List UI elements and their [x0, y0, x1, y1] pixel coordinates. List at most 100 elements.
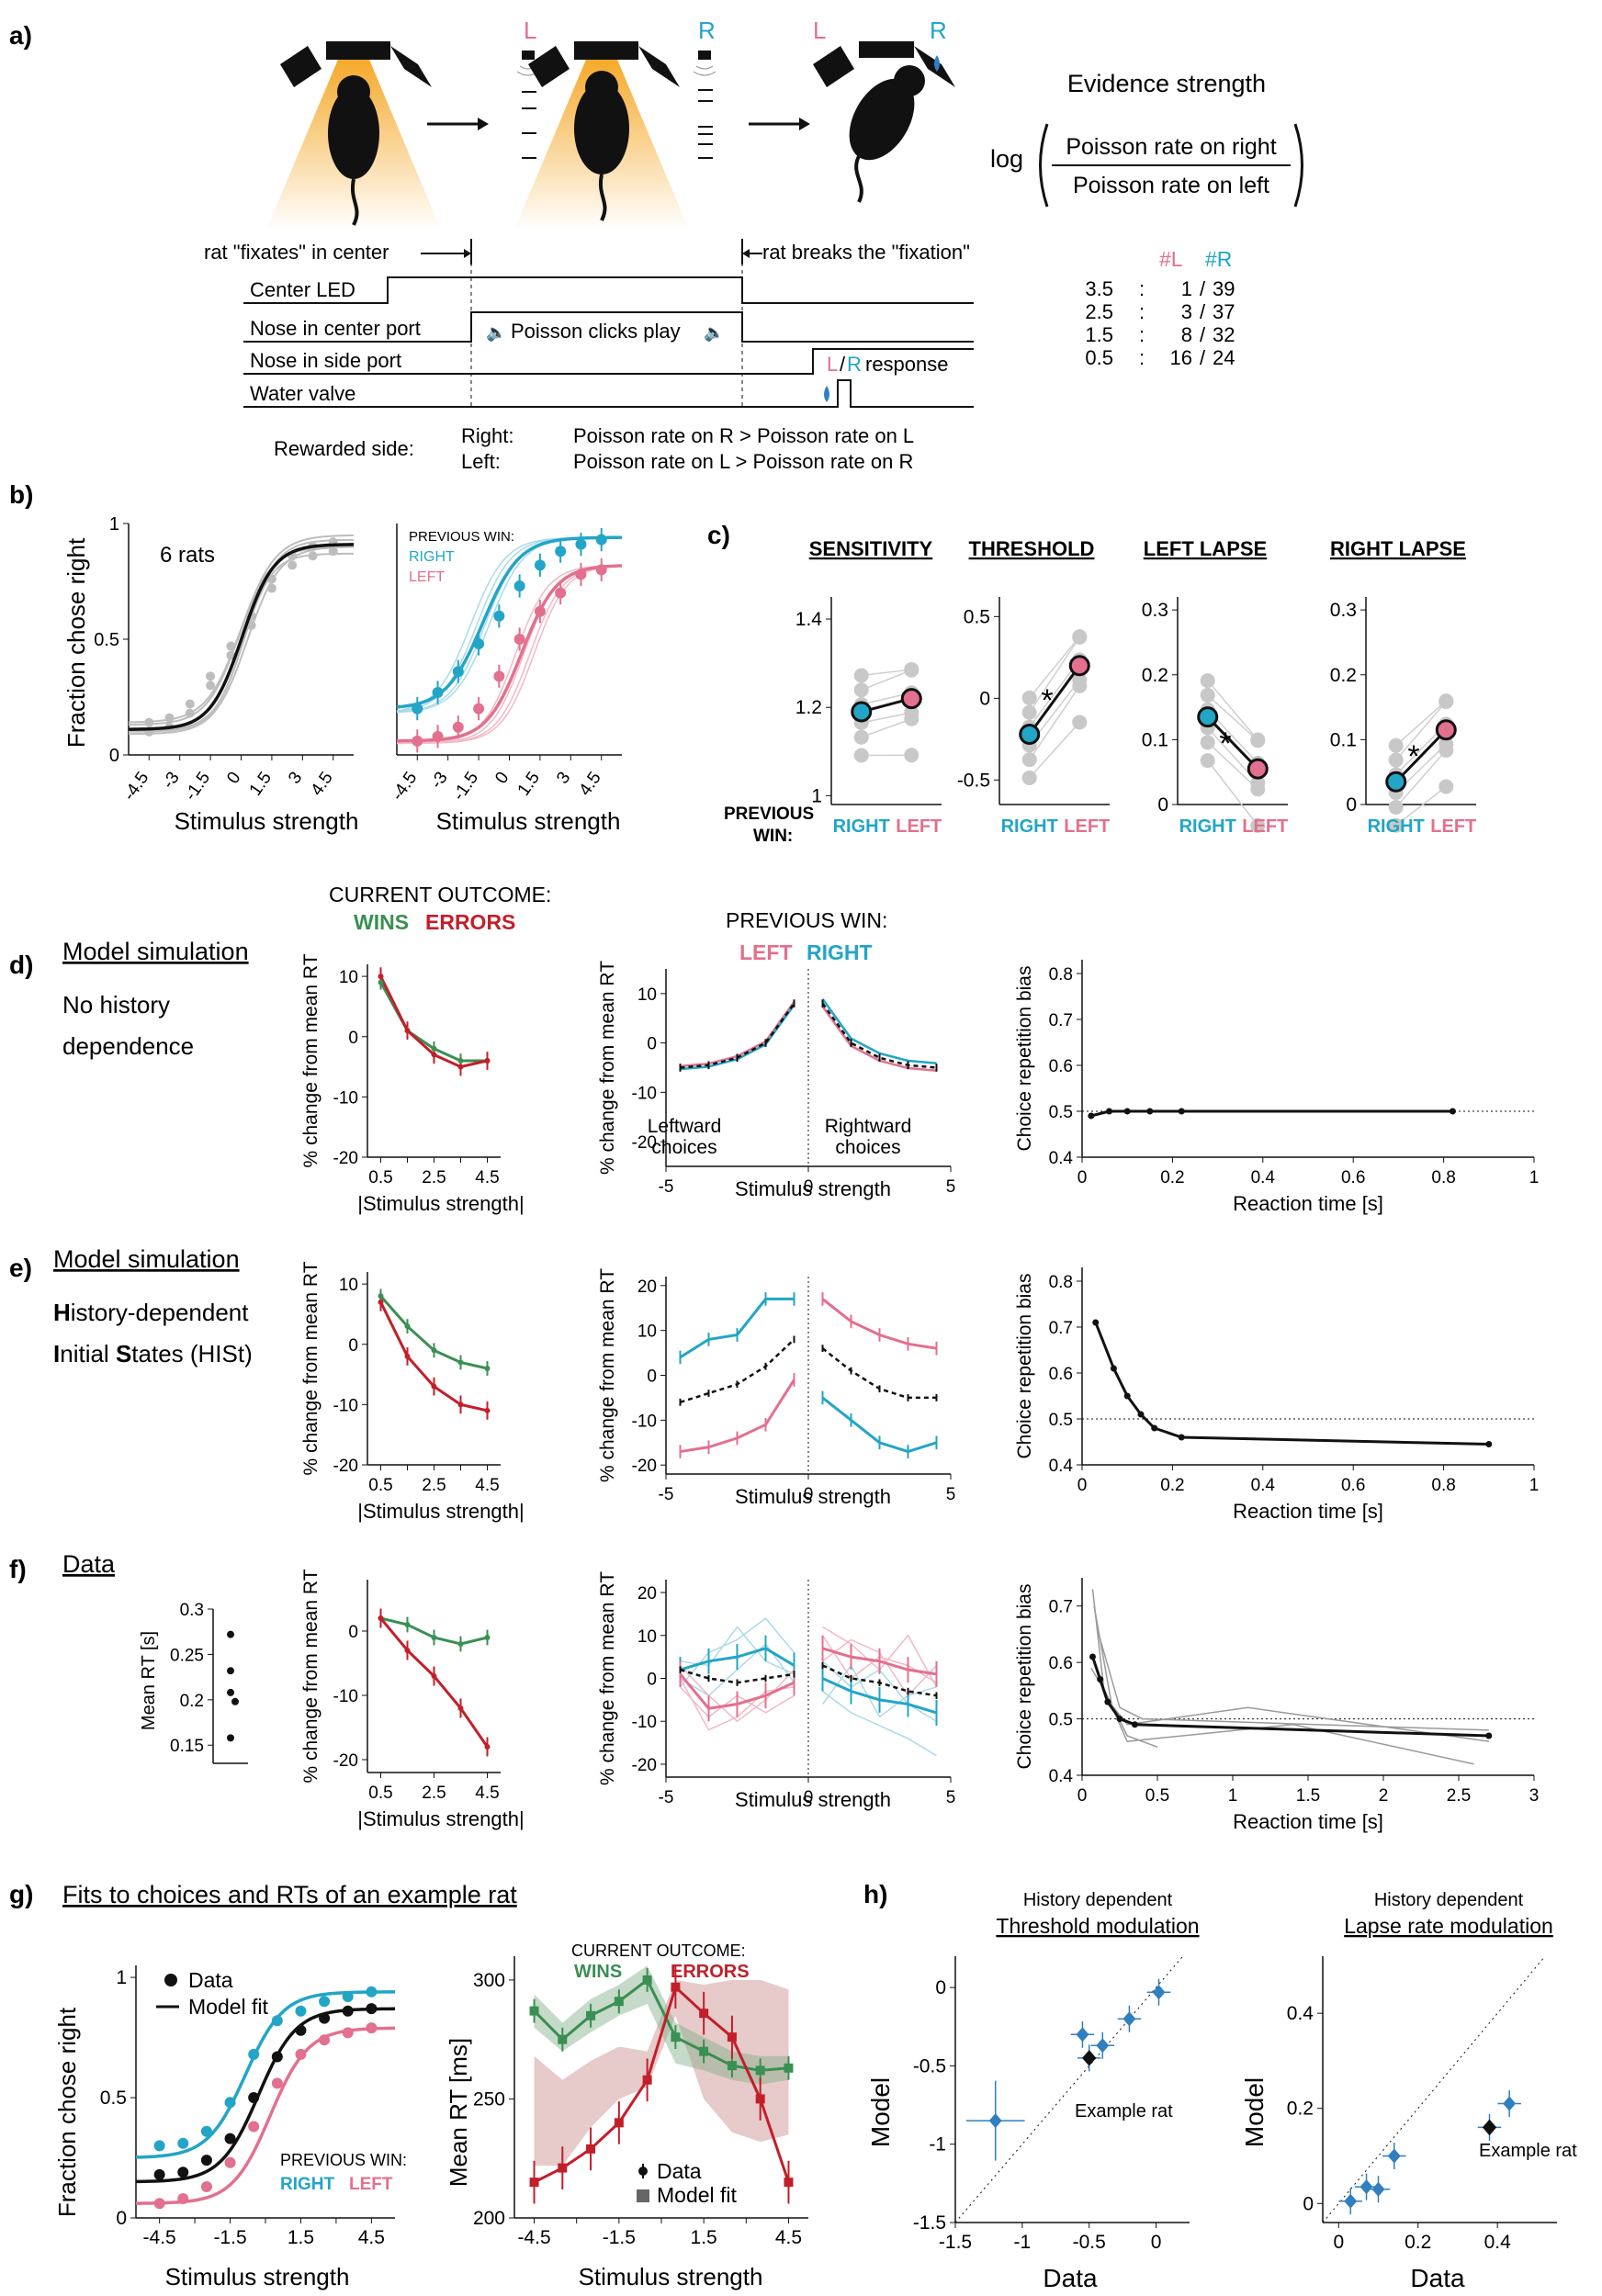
mean-point-right [1197, 706, 1219, 728]
chart-c1: 1 1.2 1.4 RIGHT LEFT [795, 597, 942, 837]
rat-line [1029, 721, 1080, 779]
y-axis-label: % change from mean RT [597, 1268, 618, 1482]
line-right [821, 1396, 937, 1454]
x-tick-label: 5 [946, 1485, 956, 1504]
table-L: 16 [1170, 346, 1192, 369]
x-label-right: RIGHT [1179, 816, 1236, 837]
y-tick-label: 0.7 [1049, 1319, 1073, 1338]
rat-data-point [266, 583, 276, 593]
chart-h2: 0 0.2 0.4 0 0.2 0.4 [1287, 1955, 1557, 2253]
resp-L: L [827, 353, 838, 376]
line-left [821, 1298, 937, 1350]
c-title-threshold: THRESHOLD [969, 537, 1095, 560]
y-axis-label: % change from mean RT [597, 961, 618, 1175]
chart-f3: 0.7 0.6 0.5 0.40 0.5 1 1.5 2 2.5 3 Choice repetiti… [1014, 1578, 1539, 1833]
rat-point [1371, 2181, 1385, 2197]
x-tick-label: -4.5 [388, 769, 421, 805]
x-tick-label: 3 [1529, 1786, 1540, 1806]
table-slash: / [1200, 346, 1206, 369]
x-tick-label: 3 [553, 769, 574, 788]
panel-h: h) History dependent Threshold modulatio… [863, 1880, 1577, 2292]
d-choices-r: choices [835, 1137, 900, 1158]
point-errors [784, 2178, 794, 2188]
bias-point [1089, 1653, 1096, 1660]
panel-f: f) Data Mean RT [s] [9, 1550, 159, 1730]
y-tick-label: 200 [473, 2208, 505, 2229]
x-label-left: LEFT [1064, 816, 1110, 837]
h1-ylabel: Model [866, 2077, 895, 2147]
x-tick-label: 3 [285, 769, 306, 788]
y-tick-label: 0.2 [1287, 2099, 1314, 2120]
rat-data-point [288, 560, 298, 570]
x-tick-label: -5 [659, 1485, 674, 1504]
y-tick-label: -20 [333, 1457, 358, 1476]
y-tick-label: 0 [935, 1977, 946, 1998]
point-wins [614, 1997, 624, 2007]
x-tick-label: 0 [491, 769, 513, 788]
rat-curve-left [396, 565, 623, 745]
data-left [153, 2198, 165, 2210]
chart-d1: 10 0 -10 -20 0.5 2.5 4.5 % change from mean RT |… [300, 953, 525, 1215]
y-tick-label: 0.5 [1049, 1411, 1073, 1430]
x-label-left: LEFT [1430, 816, 1476, 837]
y-tick-label: -0.5 [957, 770, 990, 791]
rat-point [1096, 2038, 1110, 2054]
g-right: RIGHT [280, 2175, 335, 2194]
x-axis-label: Reaction time [s] [1233, 1810, 1383, 1833]
rat-curve-left [396, 564, 623, 745]
y-tick-label: 0.5 [1049, 1711, 1073, 1730]
h1-hist-dep: History dependent [1023, 1890, 1173, 1910]
chart-b2: -4.5 -3-1.5 0 1.5 3 4.5 [388, 523, 623, 805]
point-wins [457, 1359, 464, 1366]
rat-data-point [266, 574, 276, 584]
resp-R: R [847, 353, 862, 376]
x-tick-label: 1.5 [691, 2227, 717, 2248]
point-wins [404, 1323, 411, 1330]
y-tick-label: 1.4 [795, 609, 823, 630]
point-errors [529, 2178, 539, 2188]
chart-f-meanrt: 0.3 0.25 0.2 0.15 [170, 1601, 248, 1764]
speaker-icon: 🔈 [486, 323, 506, 343]
data-right [177, 2137, 189, 2149]
g-legend-data-marker [164, 1974, 177, 1986]
mean-point-right [1019, 723, 1041, 745]
x-tick-label: -1.5 [213, 2227, 246, 2248]
d-title: Model simulation [62, 938, 249, 965]
rat-point [904, 705, 919, 721]
y-tick-label: 0.5 [1049, 1103, 1073, 1122]
x-tick-label: -4.5 [143, 2227, 176, 2248]
point-errors [484, 1058, 491, 1064]
rat-point [853, 748, 869, 763]
rat-data-point [308, 551, 318, 561]
table-colon: : [1139, 323, 1145, 346]
point-wins [558, 2034, 568, 2044]
panel-e-label: e) [9, 1254, 32, 1282]
identity-line [1322, 1955, 1546, 2223]
data-right [271, 2015, 283, 2027]
rat-point [1388, 799, 1404, 815]
rat-point [1076, 2027, 1089, 2043]
panel-c: c) SENSITIVITY THRESHOLD LEFT LAPSE RIGH… [707, 521, 1466, 846]
panel-d: CURRENT OUTCOME: WINS ERRORS PREVIOUS WI… [9, 883, 911, 1158]
x-tick-label: 0.4 [1484, 2232, 1512, 2253]
table-colon: : [1139, 277, 1145, 300]
rat-data-point [226, 641, 236, 651]
y-tick-label: -0.5 [913, 2055, 946, 2077]
y-tick-label: 10 [637, 1627, 657, 1647]
x-tick-label: 2.5 [422, 1476, 446, 1495]
fixate-label: rat "fixates" in center [204, 241, 389, 264]
x-tick-label: -3 [159, 769, 184, 793]
chart-f1: 0 -10 -20 0.5 2.5 4.5 % change from mean RT |St… [300, 1569, 525, 1830]
data-right [200, 2125, 212, 2137]
h1-example-rat: Example rat [1075, 2101, 1173, 2122]
x-tick-label: 4.5 [475, 1168, 499, 1187]
fit-right [135, 1990, 396, 2159]
mean-point-right [851, 701, 873, 723]
point-errors [378, 1615, 384, 1621]
point-errors [642, 2075, 652, 2085]
data-left [271, 2077, 283, 2089]
bias-point [1131, 1721, 1138, 1728]
x-tick-label: 4.5 [307, 769, 336, 800]
evidence-denominator: Poisson rate on left [1073, 173, 1269, 198]
data-right [224, 2097, 236, 2109]
